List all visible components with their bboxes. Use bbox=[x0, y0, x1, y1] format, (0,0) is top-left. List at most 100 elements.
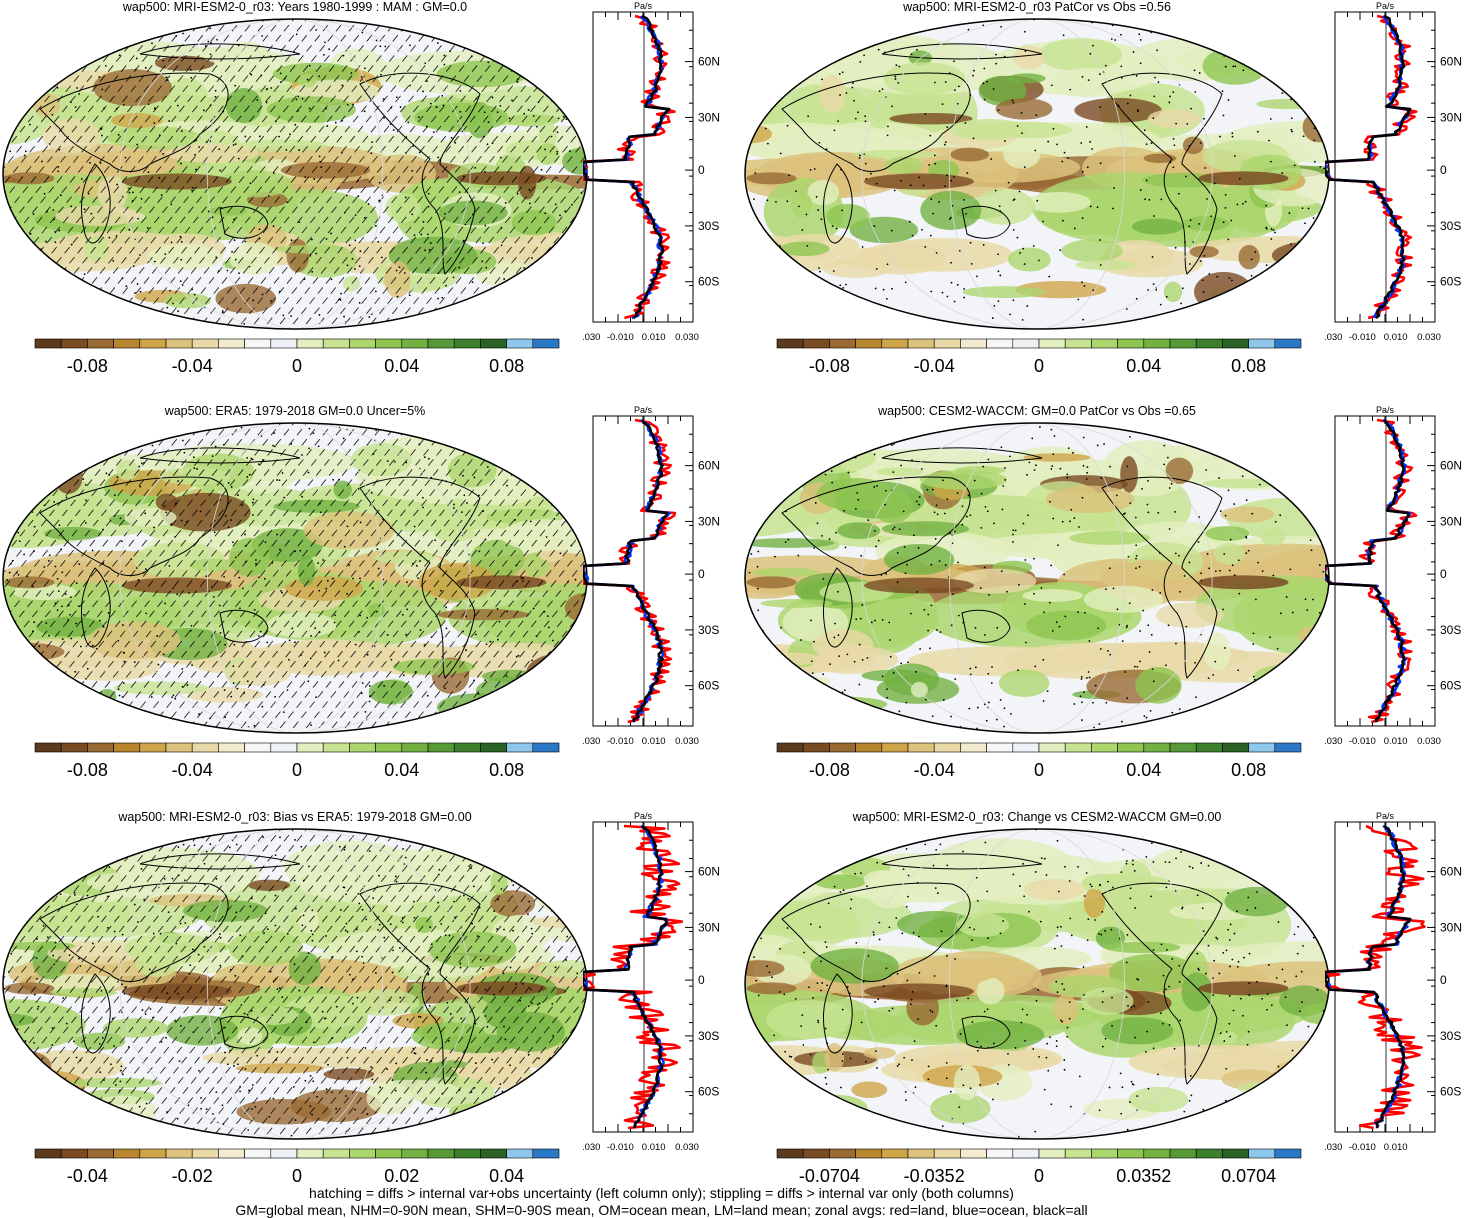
latitude-label: 0 bbox=[1440, 567, 1447, 581]
colorbar-tick-label: 0.04 bbox=[384, 356, 419, 376]
colorbar-swatch bbox=[296, 742, 324, 753]
latitude-label: 30S bbox=[1440, 1029, 1461, 1043]
colorbar-swatch bbox=[1248, 338, 1276, 349]
colorbar: -0.08 -0.04 0 0.04 0.08 bbox=[34, 338, 560, 376]
colorbar-tick-label: 0.04 bbox=[384, 760, 419, 780]
colorbar-swatch bbox=[829, 1148, 856, 1159]
colorbar-swatch bbox=[1064, 338, 1092, 349]
profile-line-all bbox=[1325, 824, 1412, 1129]
panel-title: wap500: CESM2-WACCM: GM=0.0 PatCor vs Ob… bbox=[878, 404, 1196, 418]
panel-3: wap500: ERA5: 1979-2018 GM=0.0 Uncer=5% … bbox=[0, 404, 741, 810]
zonal-profile: Pa/s 60N 30N 0 30S 60S -0.030 -0.010 0.010 0.030 bbox=[583, 811, 720, 1153]
colorbar-swatch bbox=[1038, 742, 1066, 753]
profile-x-label: 0.030 bbox=[1417, 332, 1441, 343]
colorbar-swatch bbox=[427, 742, 455, 753]
latitude-label: 30S bbox=[1440, 219, 1461, 233]
colorbar-tick-label: 0.04 bbox=[1126, 356, 1161, 376]
latitude-label: 0 bbox=[1440, 163, 1447, 177]
latitude-label: 30N bbox=[698, 920, 720, 934]
colorbar-tick-label: 0.04 bbox=[1126, 760, 1161, 780]
colorbar-swatch bbox=[855, 742, 883, 753]
colorbar-swatch bbox=[933, 338, 961, 349]
colorbar-swatch bbox=[349, 1148, 376, 1159]
panel-1: wap500: MRI-ESM2-0_r03: Years 1980-1999 … bbox=[0, 0, 741, 406]
map-plot bbox=[744, 422, 1330, 734]
latitude-label: 60N bbox=[1440, 55, 1462, 69]
colorbar-swatch bbox=[776, 338, 804, 349]
profile-line-all bbox=[583, 14, 671, 319]
profile-x-label: 0.010 bbox=[642, 736, 666, 747]
colorbar-swatch bbox=[1248, 742, 1276, 753]
colorbar: -0.08 -0.04 0 0.04 0.08 bbox=[34, 742, 560, 780]
colorbar-swatch bbox=[776, 1148, 804, 1159]
colorbar-swatch bbox=[1012, 1148, 1040, 1159]
colorbar-swatch bbox=[933, 1148, 961, 1159]
profile-x-label: 0.010 bbox=[642, 332, 666, 343]
latitude-label: 60S bbox=[1440, 1085, 1461, 1099]
panel-4: wap500: CESM2-WACCM: GM=0.0 PatCor vs Ob… bbox=[742, 404, 1483, 810]
colorbar-swatch bbox=[960, 742, 987, 753]
colorbar-swatch bbox=[165, 742, 193, 753]
colorbar-swatch bbox=[855, 338, 883, 349]
latitude-label: 60N bbox=[698, 459, 720, 473]
latitude-label: 60N bbox=[698, 55, 720, 69]
panel-2: wap500: MRI-ESM2-0_r03 PatCor vs Obs =0.… bbox=[742, 0, 1483, 406]
colorbar-swatch bbox=[349, 742, 376, 753]
colorbar-tick-label: 0.0704 bbox=[1221, 1166, 1276, 1186]
colorbar-swatch bbox=[401, 1148, 429, 1159]
latitude-label: 0 bbox=[1440, 973, 1447, 987]
colorbar-swatch bbox=[139, 1148, 167, 1159]
colorbar-tick-label: 0.0352 bbox=[1116, 1166, 1171, 1186]
colorbar-swatch bbox=[1012, 338, 1040, 349]
colorbar-swatch bbox=[244, 1148, 272, 1159]
colorbar-swatch bbox=[907, 1148, 935, 1159]
colorbar-swatch bbox=[802, 742, 830, 753]
colorbar-swatch bbox=[802, 1148, 830, 1159]
colorbar-swatch bbox=[1143, 742, 1171, 753]
colorbar-swatch bbox=[1195, 338, 1223, 349]
colorbar-tick-label: -0.04 bbox=[172, 760, 213, 780]
profile-x-label: -0.030 bbox=[1325, 332, 1342, 343]
profile-x-label: -0.030 bbox=[583, 1142, 600, 1153]
profile-x-label: 0.010 bbox=[1384, 736, 1408, 747]
colorbar-swatch bbox=[244, 742, 272, 753]
colorbar-swatch bbox=[322, 1148, 350, 1159]
colorbar-swatch bbox=[1117, 742, 1145, 753]
colorbar-swatch bbox=[1274, 742, 1302, 753]
colorbar-swatch bbox=[427, 1148, 455, 1159]
colorbar-swatch bbox=[933, 742, 961, 753]
zonal-profile: Pa/s 60N 30N 0 30S 60S -0.030 -0.010 0.010 0.030 bbox=[583, 1, 720, 343]
profile-unit: Pa/s bbox=[634, 811, 653, 821]
colorbar-swatch bbox=[907, 742, 935, 753]
colorbar: -0.04 -0.02 0 0.02 0.04 bbox=[34, 1148, 560, 1186]
latitude-label: 0 bbox=[698, 163, 705, 177]
profile-unit: Pa/s bbox=[1376, 811, 1395, 821]
colorbar-tick-label: -0.08 bbox=[809, 760, 850, 780]
colorbar-tick-label: -0.04 bbox=[67, 1166, 108, 1186]
colorbar: -0.08 -0.04 0 0.04 0.08 bbox=[776, 338, 1302, 376]
colorbar-swatch bbox=[1117, 1148, 1145, 1159]
colorbar-swatch bbox=[401, 338, 429, 349]
colorbar-swatch bbox=[986, 338, 1014, 349]
colorbar-swatch bbox=[1195, 742, 1223, 753]
colorbar-swatch bbox=[881, 742, 909, 753]
colorbar-tick-label: -0.02 bbox=[172, 1166, 213, 1186]
colorbar-swatch bbox=[1169, 338, 1197, 349]
profile-x-label: -0.010 bbox=[1349, 736, 1376, 747]
latitude-label: 60S bbox=[698, 1085, 719, 1099]
colorbar-swatch bbox=[34, 1148, 62, 1159]
colorbar-swatch bbox=[322, 742, 350, 753]
profile-line-all bbox=[1325, 14, 1412, 320]
colorbar-swatch bbox=[532, 742, 560, 753]
zonal-profile: Pa/s 60N 30N 0 30S 60S -0.030 -0.010 0.010 0.030 bbox=[1325, 1, 1462, 343]
profile-line-all bbox=[1325, 419, 1410, 723]
colorbar-swatch bbox=[453, 1148, 481, 1159]
colorbar-tick-label: 0.08 bbox=[1231, 760, 1266, 780]
profile-x-label: 0.030 bbox=[675, 736, 699, 747]
colorbar-swatch bbox=[855, 1148, 883, 1159]
colorbar-swatch bbox=[270, 338, 298, 349]
profile-x-label: -0.010 bbox=[607, 1142, 634, 1153]
profile-x-label: 0.010 bbox=[1384, 332, 1408, 343]
colorbar-swatch bbox=[191, 1148, 219, 1159]
colorbar-swatch bbox=[1091, 338, 1118, 349]
